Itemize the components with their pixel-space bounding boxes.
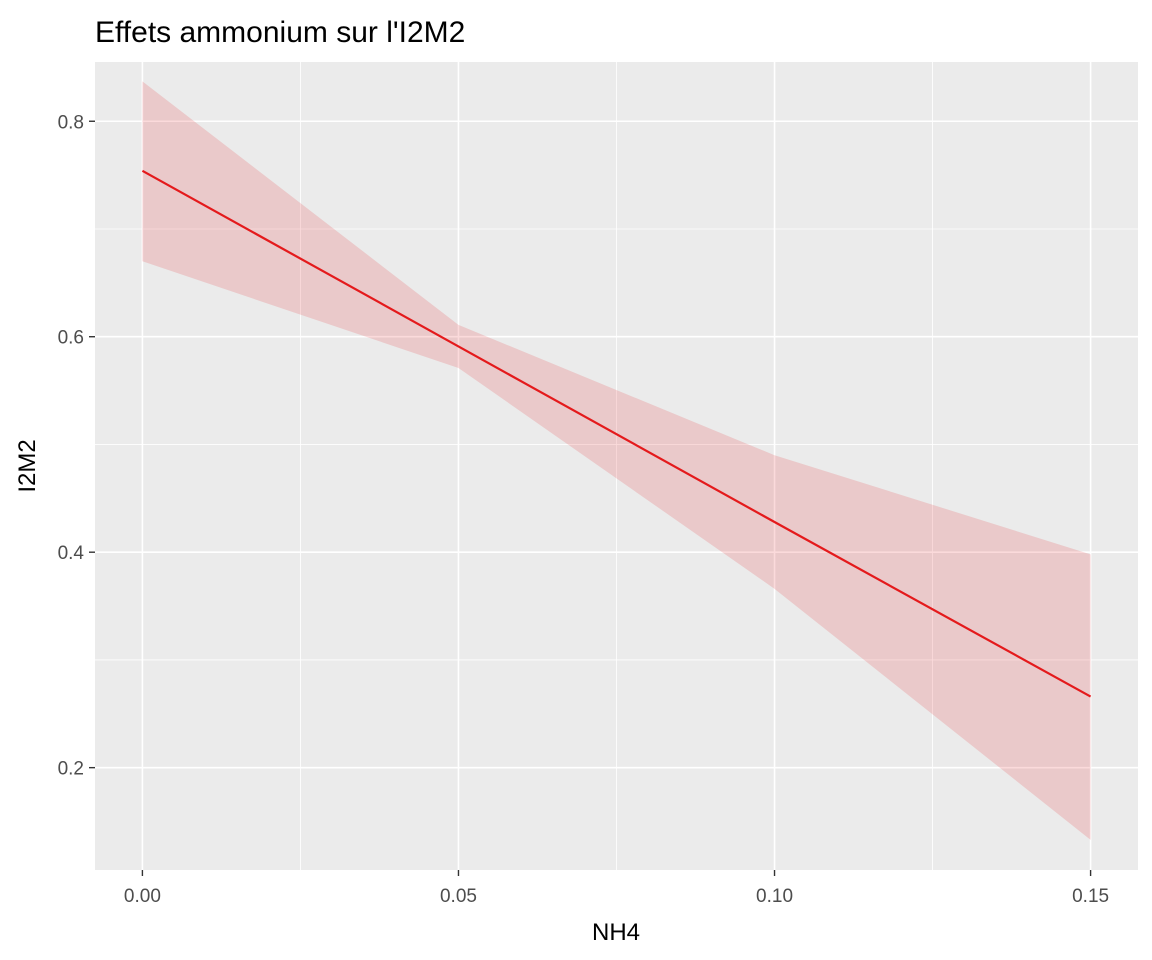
y-tick-label: 0.6 (58, 328, 84, 349)
x-axis-title: NH4 (592, 919, 640, 946)
fitted-line (141, 169, 1092, 698)
y-tick-label: 0.8 (58, 112, 84, 133)
x-tick-label: 0.10 (756, 886, 793, 907)
minor-gridlines (95, 62, 1138, 870)
y-axis-title: I2M2 (14, 439, 41, 492)
x-tick-label: 0.05 (440, 886, 477, 907)
x-axis-ticks: 0.00 0.05 0.10 0.15 (124, 870, 1109, 907)
y-axis-ticks: 0.2 0.4 0.6 0.8 (58, 112, 95, 780)
y-tick-label: 0.4 (58, 543, 85, 564)
major-gridlines (95, 62, 1138, 870)
confidence-ribbon (142, 81, 1091, 840)
y-tick-label: 0.2 (58, 759, 84, 780)
x-tick-label: 0.15 (1072, 886, 1109, 907)
x-tick-label: 0.00 (124, 886, 161, 907)
chart-title: Effets ammonium sur l'I2M2 (95, 16, 465, 49)
